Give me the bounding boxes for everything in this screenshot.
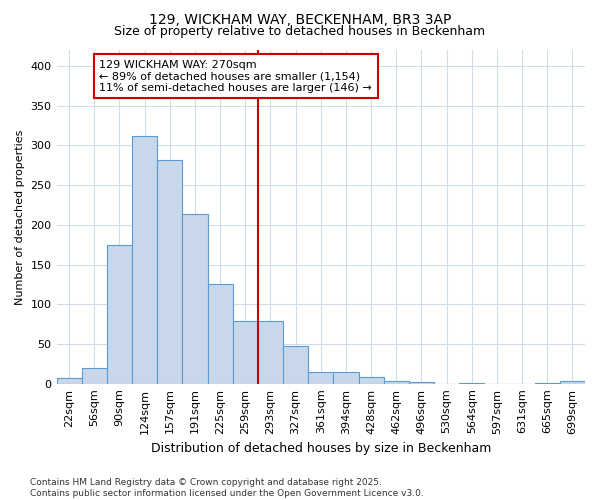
Bar xyxy=(359,378,383,384)
Bar xyxy=(383,382,409,384)
Bar xyxy=(560,382,585,384)
Bar xyxy=(233,321,258,384)
Bar xyxy=(208,284,233,384)
Bar xyxy=(535,383,560,384)
Bar xyxy=(107,244,132,384)
Text: 129 WICKHAM WAY: 270sqm
← 89% of detached houses are smaller (1,154)
11% of semi: 129 WICKHAM WAY: 270sqm ← 89% of detache… xyxy=(100,60,372,92)
Bar xyxy=(157,160,182,384)
Bar xyxy=(182,214,208,384)
Text: Contains HM Land Registry data © Crown copyright and database right 2025.
Contai: Contains HM Land Registry data © Crown c… xyxy=(30,478,424,498)
Bar xyxy=(409,382,434,384)
X-axis label: Distribution of detached houses by size in Beckenham: Distribution of detached houses by size … xyxy=(151,442,491,455)
Bar xyxy=(56,378,82,384)
Bar xyxy=(308,372,334,384)
Bar xyxy=(258,321,283,384)
Bar xyxy=(283,346,308,384)
Bar xyxy=(82,368,107,384)
Bar xyxy=(459,383,484,384)
Text: Size of property relative to detached houses in Beckenham: Size of property relative to detached ho… xyxy=(115,25,485,38)
Bar xyxy=(334,372,359,384)
Bar xyxy=(132,136,157,384)
Text: 129, WICKHAM WAY, BECKENHAM, BR3 3AP: 129, WICKHAM WAY, BECKENHAM, BR3 3AP xyxy=(149,12,451,26)
Y-axis label: Number of detached properties: Number of detached properties xyxy=(15,129,25,304)
